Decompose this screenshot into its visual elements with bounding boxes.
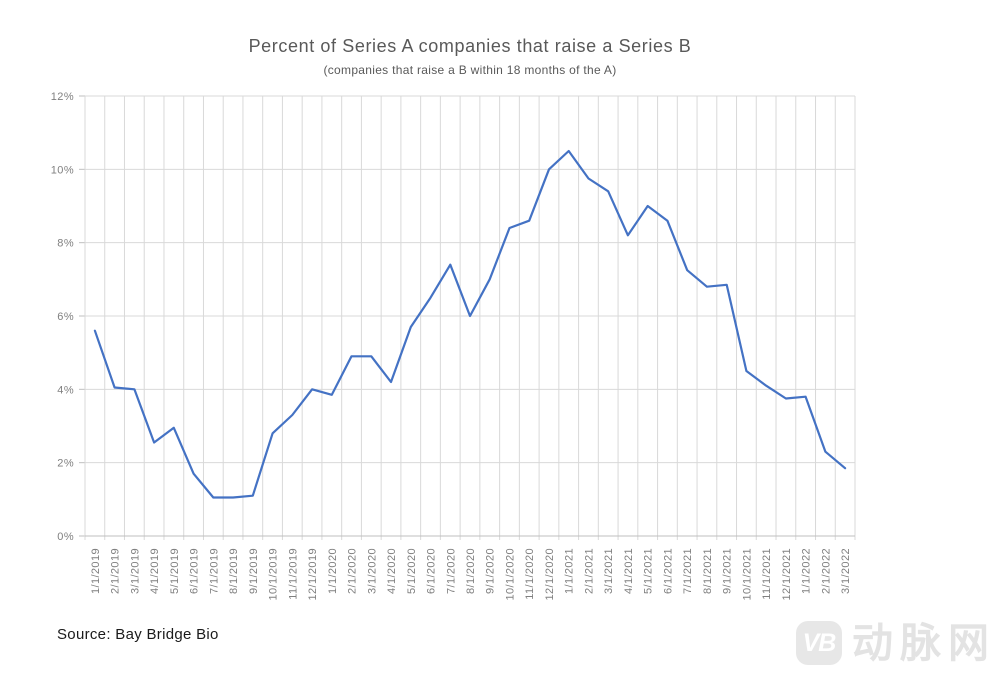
- x-tick-label: 11/1/2020: [524, 548, 536, 600]
- x-tick-label: 4/1/2020: [386, 548, 398, 594]
- x-tick-label: 1/1/2021: [564, 548, 576, 594]
- x-tick-label: 7/1/2019: [208, 548, 220, 594]
- x-tick-label: 2/1/2022: [820, 548, 832, 594]
- x-tick-label: 3/1/2020: [366, 548, 378, 594]
- watermark-text: 动脉网: [852, 620, 996, 666]
- y-tick-label: 2%: [57, 458, 74, 470]
- y-tick-label: 6%: [57, 311, 74, 323]
- x-tick-label: 10/1/2019: [268, 548, 280, 601]
- x-tick-label: 3/1/2022: [840, 548, 852, 594]
- data-series-line: [93, 149, 847, 499]
- x-tick-label: 8/1/2020: [465, 548, 477, 594]
- x-tick-label: 6/1/2020: [426, 548, 438, 594]
- x-tick-label: 3/1/2021: [603, 548, 615, 594]
- x-tick-label: 6/1/2019: [189, 548, 201, 594]
- x-tick-label: 1/1/2019: [90, 548, 102, 594]
- x-tick-label: 4/1/2021: [623, 548, 635, 594]
- x-tick-label: 5/1/2021: [643, 548, 655, 594]
- x-tick-label: 10/1/2021: [741, 548, 753, 601]
- source-label: Source: Bay Bridge Bio: [57, 626, 219, 643]
- y-tick-label: 8%: [57, 238, 74, 250]
- x-tick-label: 7/1/2020: [445, 548, 457, 594]
- vcbeat-logo-icon: VB: [796, 621, 842, 665]
- x-tick-label: 9/1/2019: [248, 548, 260, 594]
- y-tick-label: 0%: [57, 531, 74, 543]
- x-tick-label: 2/1/2019: [110, 548, 122, 594]
- x-tick-label: 6/1/2021: [662, 548, 674, 594]
- x-tick-label: 10/1/2020: [505, 548, 517, 601]
- x-tick-label: 7/1/2021: [682, 548, 694, 594]
- x-tick-label: 2/1/2021: [584, 548, 596, 594]
- x-tick-label: 2/1/2020: [347, 548, 359, 594]
- x-tick-label: 4/1/2019: [149, 548, 161, 594]
- x-tick-label: 8/1/2019: [228, 548, 240, 594]
- x-tick-label: 9/1/2020: [485, 548, 497, 594]
- x-tick-label: 9/1/2021: [722, 548, 734, 594]
- x-tick-label: 11/1/2019: [287, 548, 299, 600]
- line-chart: 0% 2% 4% 6% 8% 10% 12% 1/1/2019 2/1/2019 3/1/2019…: [51, 91, 856, 601]
- x-tick-label: 1/1/2022: [801, 548, 813, 594]
- chart-title: Percent of Series A companies that raise…: [248, 36, 692, 56]
- x-tick-label: 12/1/2019: [307, 548, 319, 601]
- y-tick-label: 12%: [51, 91, 74, 103]
- x-tick-label: 11/1/2021: [761, 548, 773, 600]
- x-tick-label: 8/1/2021: [702, 548, 714, 594]
- x-tick-label: 5/1/2019: [169, 548, 181, 594]
- x-tick-label: 12/1/2020: [544, 548, 556, 601]
- x-tick-label: 1/1/2020: [327, 548, 339, 594]
- y-tick-label: 10%: [51, 164, 74, 176]
- x-tick-label: 3/1/2019: [129, 548, 141, 594]
- watermark: VB 动脉网: [796, 621, 996, 665]
- x-tick-label: 5/1/2020: [406, 548, 418, 594]
- y-tick-label: 4%: [57, 384, 74, 396]
- vcbeat-logo-monogram: VB: [802, 628, 837, 657]
- x-tick-label: 12/1/2021: [781, 548, 793, 601]
- chart-subtitle: (companies that raise a B within 18 mont…: [323, 63, 617, 77]
